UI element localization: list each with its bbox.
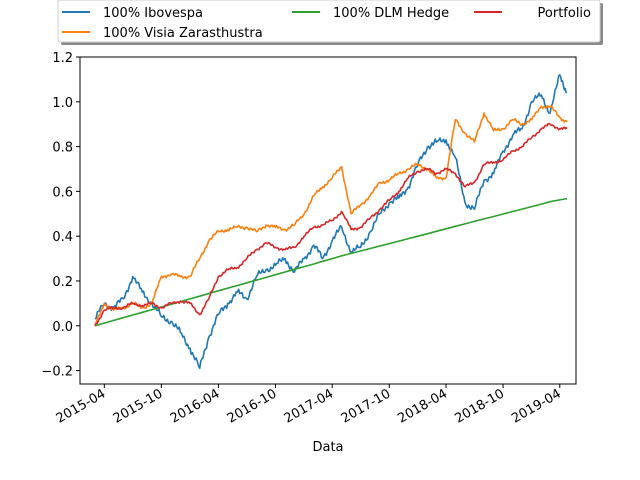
y-tick-label: 0.4 [52,230,73,245]
legend-label: 100% Visia Zarasthustra [103,26,263,41]
series-line-4 [94,122,568,327]
x-axis-label: Data [312,440,343,455]
legend-label: 100% Ibovespa [103,6,203,21]
y-tick-label: 0.2 [52,275,73,290]
plot-area-frame [79,56,577,385]
y-tick-label: 1.2 [52,51,73,66]
series-layer [94,74,568,370]
series-line-3 [94,197,568,327]
legend: 100% Ibovespa 100% Visia Zarasthustra 100%… [57,0,603,45]
legend-box [57,0,601,43]
y-tick-label: 0.8 [52,141,73,156]
series-line-1 [94,74,568,370]
y-axis: −0.2 0.0 0.2 0.4 0.6 0.8 1.0 1.2 [41,51,80,380]
legend-label: Portfolio [538,6,592,21]
y-tick-label: 0.0 [52,320,73,335]
y-tick-label: −0.2 [41,365,73,380]
y-tick-label: 1.0 [52,96,73,111]
series-line-2 [94,105,568,327]
legend-label: 100% DLM Hedge [333,6,449,21]
y-tick-label: 0.6 [52,185,73,200]
